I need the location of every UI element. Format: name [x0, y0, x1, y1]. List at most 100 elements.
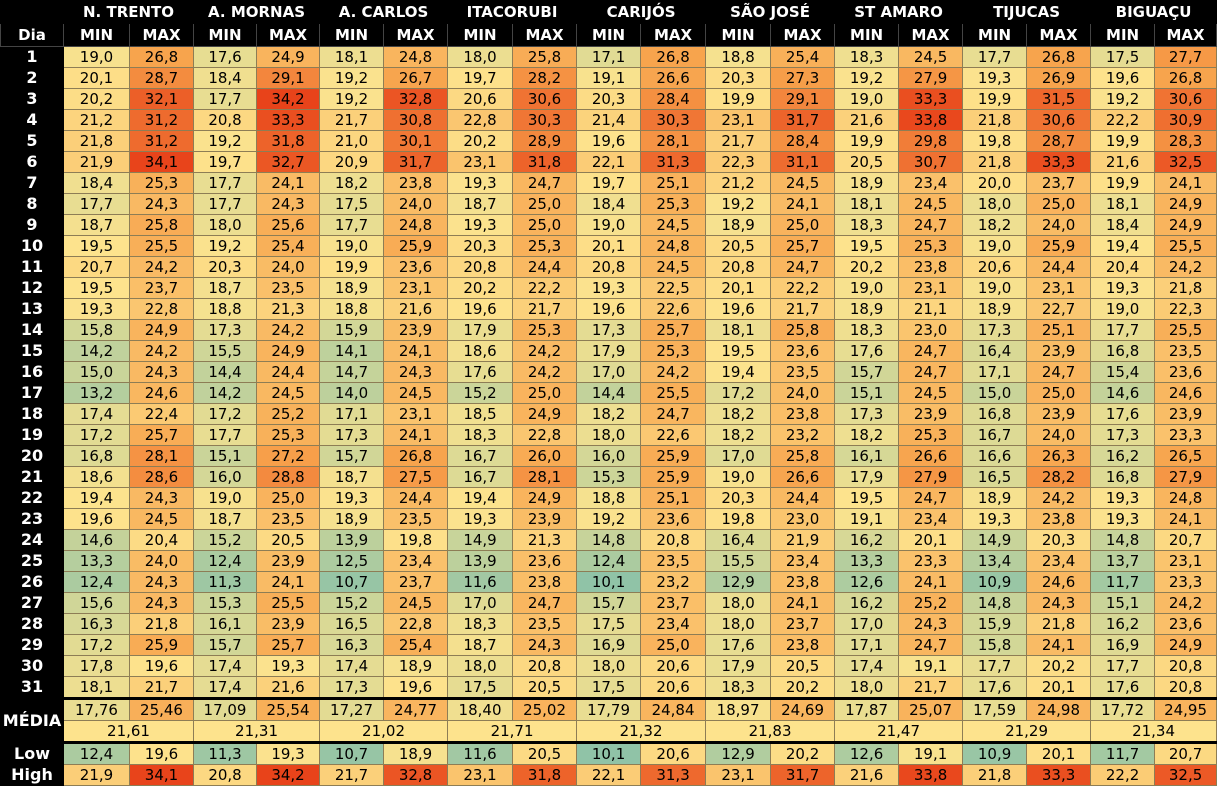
value-cell: 19,0: [1090, 298, 1156, 320]
value-cell: 19,6: [128, 741, 195, 765]
value-cell: 15,4: [1090, 361, 1156, 383]
value-cell: 26,5: [1154, 445, 1217, 467]
value-cell: 18,4: [63, 172, 130, 194]
day-label: High: [0, 764, 64, 786]
value-cell: 21,2: [63, 109, 130, 131]
value-cell: 24,6: [1026, 571, 1092, 593]
value-cell: 24,0: [1026, 424, 1092, 446]
value-cell: 11,3: [193, 571, 258, 593]
value-cell: 23,4: [640, 613, 707, 635]
value-cell: 20,2: [447, 130, 514, 152]
value-cell: 26,8: [1026, 46, 1092, 68]
value-cell: 24,7: [512, 592, 578, 614]
value-cell: 24,1: [256, 571, 321, 593]
value-cell: 19,9: [319, 256, 385, 278]
value-cell: 17,4: [63, 403, 130, 425]
max-header: MAX: [128, 23, 195, 47]
value-cell: 17,7: [193, 88, 258, 110]
media-value: 24,77: [383, 697, 449, 721]
table-row: 7 18,4 25,3 17,7 24,1 18,2 23,8 19,3 24,7 19,7 25,…: [0, 172, 1217, 194]
value-cell: 30,7: [898, 151, 964, 173]
value-cell: 28,2: [1026, 466, 1092, 488]
value-cell: 23,1: [383, 277, 449, 299]
city-header: ITACORUBI: [447, 0, 578, 24]
value-cell: 18,9: [834, 172, 900, 194]
table-row: 10 19,5 25,5 19,2 25,4 19,0 25,9 20,3 25,3 20,1 24…: [0, 235, 1217, 257]
value-cell: 29,8: [898, 130, 964, 152]
value-cell: 19,5: [705, 340, 772, 362]
value-cell: 25,0: [1026, 193, 1092, 215]
value-cell: 28,2: [512, 67, 578, 89]
table-row: 21 18,6 28,6 16,0 28,8 18,7 27,5 16,7 28,1 15,3 25…: [0, 466, 1217, 488]
value-cell: 16,2: [834, 529, 900, 551]
value-cell: 28,4: [640, 88, 707, 110]
day-label: 3: [0, 88, 64, 110]
value-cell: 24,7: [898, 214, 964, 236]
value-cell: 23,6: [1154, 361, 1217, 383]
value-cell: 17,1: [834, 634, 900, 656]
value-cell: 18,0: [447, 655, 514, 677]
value-cell: 19,1: [576, 67, 642, 89]
value-cell: 23,8: [770, 634, 836, 656]
value-cell: 20,5: [705, 235, 772, 257]
value-cell: 25,3: [640, 340, 707, 362]
value-cell: 28,4: [770, 130, 836, 152]
value-cell: 33,3: [1026, 764, 1092, 786]
value-cell: 25,9: [640, 445, 707, 467]
media-average: 21,32: [576, 720, 707, 743]
day-label: 2: [0, 67, 64, 89]
value-cell: 17,7: [193, 424, 258, 446]
value-cell: 19,8: [383, 529, 449, 551]
value-cell: 18,3: [834, 214, 900, 236]
day-label: 23: [0, 508, 64, 530]
value-cell: 24,2: [128, 256, 195, 278]
value-cell: 23,2: [640, 571, 707, 593]
value-cell: 21,7: [319, 764, 385, 786]
value-cell: 25,0: [512, 382, 578, 404]
value-cell: 15,0: [63, 361, 130, 383]
value-cell: 24,7: [898, 340, 964, 362]
value-cell: 20,4: [128, 529, 195, 551]
value-cell: 17,7: [962, 655, 1028, 677]
value-cell: 20,5: [770, 655, 836, 677]
value-cell: 11,6: [447, 741, 514, 765]
low-row: Low 12,4 19,6 11,3 19,3 10,7 18,9 11,6 20,5 10,1 2…: [0, 741, 1217, 765]
value-cell: 13,2: [63, 382, 130, 404]
media-value: 17,79: [576, 697, 642, 721]
value-cell: 12,5: [319, 550, 385, 572]
value-cell: 20,5: [834, 151, 900, 173]
value-cell: 24,1: [256, 172, 321, 194]
value-cell: 23,1: [898, 277, 964, 299]
value-cell: 24,5: [256, 382, 321, 404]
value-cell: 23,3: [898, 550, 964, 572]
value-cell: 31,7: [770, 109, 836, 131]
value-cell: 16,7: [447, 466, 514, 488]
value-cell: 31,8: [256, 130, 321, 152]
table-row: 6 21,9 34,1 19,7 32,7 20,9 31,7 23,1 31,8 22,1 31,…: [0, 151, 1217, 173]
value-cell: 32,1: [128, 88, 195, 110]
value-cell: 19,5: [834, 487, 900, 509]
value-cell: 25,2: [256, 403, 321, 425]
day-label: 31: [0, 676, 64, 699]
value-cell: 31,7: [770, 764, 836, 786]
value-cell: 31,3: [640, 151, 707, 173]
value-cell: 14,8: [962, 592, 1028, 614]
value-cell: 21,6: [1090, 151, 1156, 173]
value-cell: 20,3: [193, 256, 258, 278]
value-cell: 19,1: [898, 655, 964, 677]
table-row: 31 18,1 21,7 17,4 21,6 17,3 19,6 17,5 20,5 17,5 20…: [0, 676, 1217, 699]
value-cell: 15,7: [576, 592, 642, 614]
value-cell: 24,2: [640, 361, 707, 383]
table-row: 24 14,6 20,4 15,2 20,5 13,9 19,8 14,9 21,3 14,8 20…: [0, 529, 1217, 551]
value-cell: 25,3: [640, 193, 707, 215]
high-row: High 21,9 34,1 20,8 34,2 21,7 32,8 23,1 31,8 22,1…: [0, 764, 1217, 786]
value-cell: 25,5: [256, 592, 321, 614]
value-cell: 23,5: [256, 508, 321, 530]
value-cell: 21,8: [63, 130, 130, 152]
value-cell: 17,6: [705, 634, 772, 656]
value-cell: 18,1: [63, 676, 130, 699]
value-cell: 18,0: [576, 424, 642, 446]
media-value: 25,07: [898, 697, 964, 721]
value-cell: 23,9: [898, 403, 964, 425]
value-cell: 24,9: [1154, 214, 1217, 236]
